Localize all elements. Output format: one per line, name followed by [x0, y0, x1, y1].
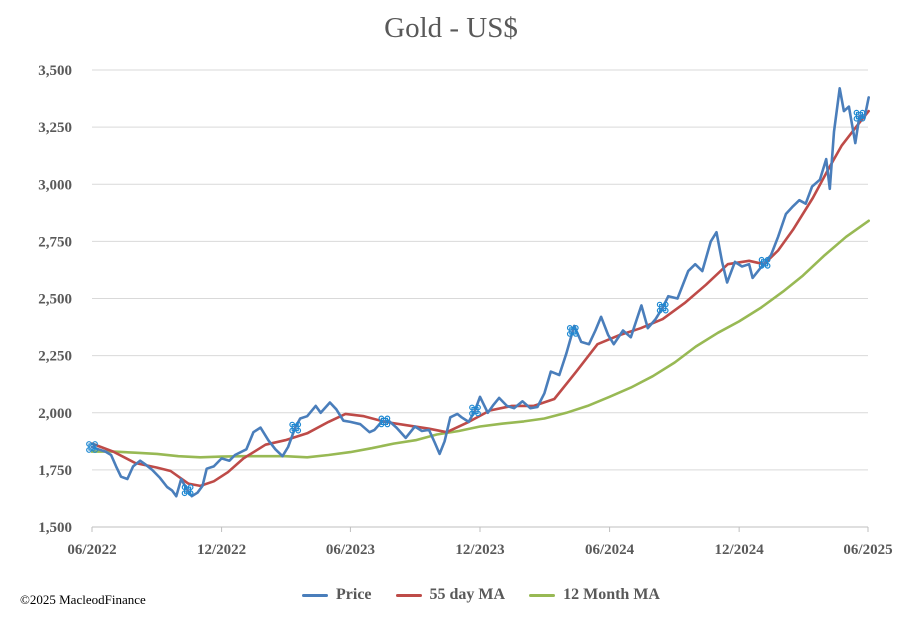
series-marker-3: [289, 421, 302, 434]
series-marker-8: [758, 256, 771, 269]
copyright-notice: ©2025 MacleodFinance: [20, 592, 146, 607]
x-tick-label-06-2025: 06/2025: [843, 542, 892, 558]
x-tick-label-12-2023: 12/2023: [455, 542, 504, 558]
y-tick-label-2750: 2,750: [38, 234, 72, 250]
legend-swatch-12-month-ma: [529, 593, 556, 597]
y-tick-label-2500: 2,500: [38, 292, 72, 308]
legend-label-price: Price: [336, 586, 372, 603]
x-tick-label-06-2024: 06/2024: [585, 542, 635, 558]
series-marker-1: [86, 441, 98, 453]
y-tick-label-3250: 3,250: [38, 120, 72, 136]
y-tick-label-3500: 3,500: [38, 63, 72, 79]
y-tick-label-3000: 3,000: [38, 177, 72, 193]
y-tick-label-1500: 1,500: [38, 520, 72, 536]
series-line-price: [90, 87, 870, 498]
axes: [91, 526, 869, 532]
y-tick-label-2250: 2,250: [38, 349, 72, 365]
y-tick-label-1750: 1,750: [38, 463, 72, 479]
legend: Price 55 day MA 12 Month MA: [302, 586, 660, 604]
series-marker-6: [566, 324, 579, 337]
series-marker-9: [853, 109, 866, 122]
legend-item-55-day-ma: 55 day MA: [395, 586, 506, 604]
x-tick-labels: 06/2022 12/2022 06/2023 12/2023 06/2024 12/20…: [67, 542, 892, 558]
y-tick-label-2000: 2,000: [38, 406, 72, 422]
x-tick-label-06-2022: 06/2022: [67, 542, 116, 558]
x-tick-label-12-2022: 12/2022: [197, 542, 246, 558]
x-tick-label-06-2023: 06/2023: [326, 542, 375, 558]
x-tick-label-12-2024: 12/2024: [715, 542, 765, 558]
y-tick-labels: 1,500 1,750 2,000 2,250 2,500 2,750 3,000 3,250…: [38, 63, 72, 536]
series-marker-7: [656, 301, 669, 314]
legend-swatch-55-day-ma: [395, 593, 422, 597]
legend-label-55-day-ma: 55 day MA: [429, 586, 506, 603]
legend-item-12-month-ma: 12 Month MA: [529, 586, 660, 604]
series-layer: [90, 87, 870, 498]
marker-layer: [86, 109, 866, 497]
series-marker-2: [181, 484, 194, 497]
chart-title: Gold - US$: [384, 12, 518, 44]
legend-swatch-price: [302, 593, 328, 597]
series-marker-5: [469, 404, 481, 417]
series-marker-4: [378, 415, 391, 428]
legend-label-12-month-ma: 12 Month MA: [563, 586, 660, 603]
legend-item-price: Price: [302, 586, 372, 604]
series-line-12-month-ma: [90, 219, 870, 459]
